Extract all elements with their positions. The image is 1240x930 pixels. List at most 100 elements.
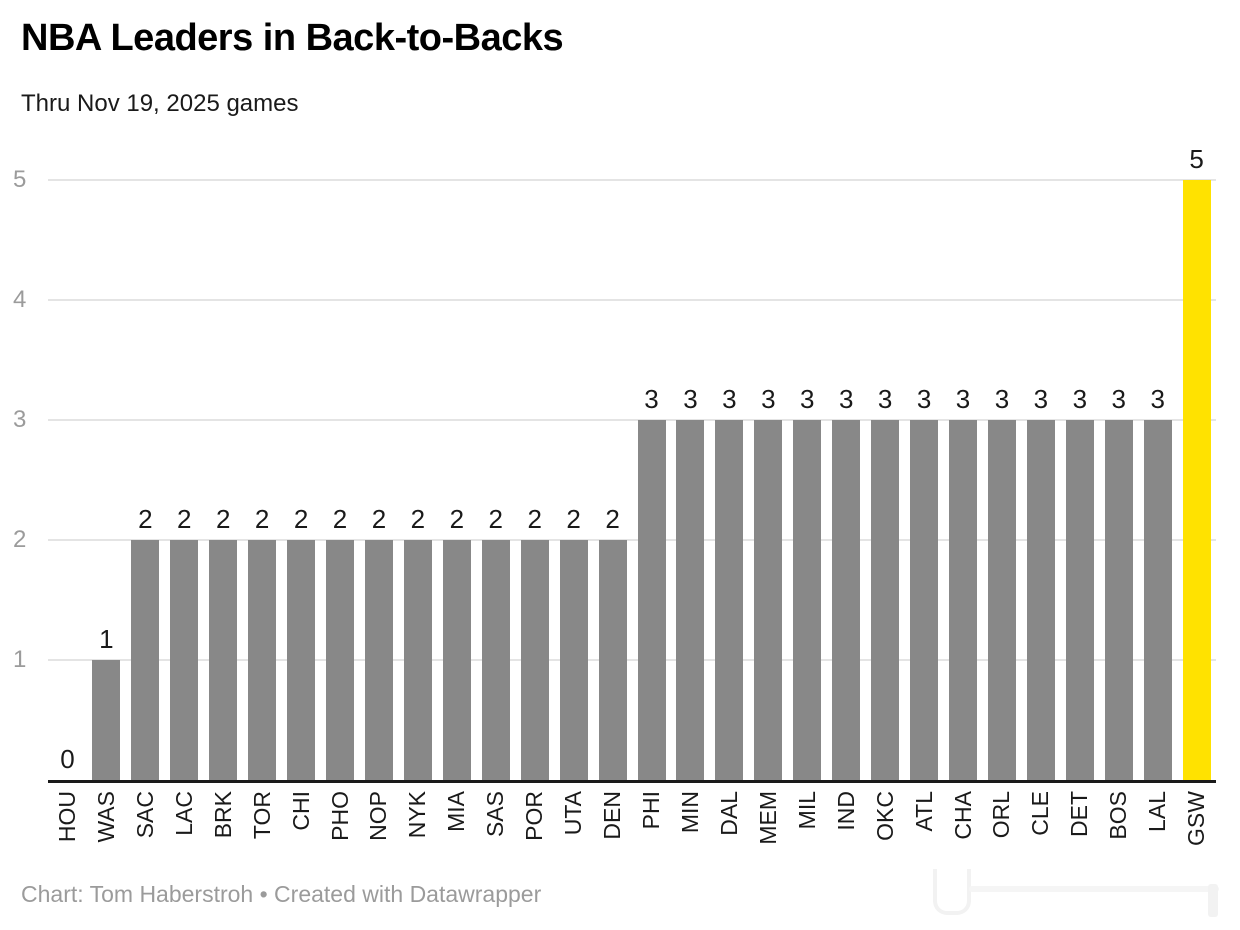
bar-was <box>92 660 121 780</box>
bar-value-label: 3 <box>1150 384 1165 414</box>
bar-value-label: 0 <box>60 744 75 774</box>
bar-slot: 1 <box>87 140 126 780</box>
x-axis-line <box>48 780 1216 783</box>
y-axis-tick-label: 5 <box>13 166 27 193</box>
bar-slot: 2 <box>554 140 593 780</box>
bar-value-label: 2 <box>566 504 581 534</box>
x-axis-label-lal: LAL <box>1144 791 1171 832</box>
bar-value-label: 2 <box>177 504 192 534</box>
bar-slot: 2 <box>204 140 243 780</box>
bar-ind <box>832 420 861 780</box>
x-axis-label-slot: MIL <box>788 791 827 829</box>
x-axis-label-lac: LAC <box>170 791 197 836</box>
x-axis-label-mil: MIL <box>793 791 820 830</box>
bar-value-label: 2 <box>449 504 465 534</box>
grid-line <box>48 419 1216 421</box>
bar-gsw <box>1182 180 1211 780</box>
x-axis-label-orl: ORL <box>988 791 1015 839</box>
bar-slot: 2 <box>282 140 321 780</box>
x-axis-label-slot: PHI <box>632 791 671 829</box>
grid-line <box>48 299 1216 301</box>
bar-slot: 5 <box>1177 140 1216 780</box>
bar-value-label: 2 <box>332 504 348 534</box>
x-axis-label-bos: BOS <box>1105 791 1132 840</box>
bar-value-label: 3 <box>838 384 854 414</box>
bar-uta <box>559 540 588 780</box>
bar-bos <box>1104 420 1133 780</box>
x-axis-label-slot: MIA <box>437 791 476 832</box>
bar-slot: 3 <box>749 140 788 780</box>
bar-slot: 3 <box>1060 140 1099 780</box>
x-axis-label-slot: DEN <box>593 791 632 840</box>
x-axis-label-cle: CLE <box>1027 791 1054 836</box>
y-axis-tick-label: 3 <box>13 406 27 433</box>
x-axis-label-was: WAS <box>92 791 119 843</box>
bar-slot: 2 <box>165 140 204 780</box>
bar-mem <box>754 420 783 780</box>
x-axis-label-pho: PHO <box>326 791 353 841</box>
bar-value-label: 3 <box>955 384 971 414</box>
bar-orl <box>987 420 1016 780</box>
bar-slot: 2 <box>437 140 476 780</box>
x-axis-label-mia: MIA <box>443 791 470 832</box>
chart-subtitle: Thru Nov 19, 2025 games <box>21 90 299 117</box>
bar-sas <box>481 540 510 780</box>
bar-cle <box>1026 420 1055 780</box>
bar-value-label: 2 <box>215 504 231 534</box>
bar-slot: 3 <box>1099 140 1138 780</box>
x-axis-label-slot: WAS <box>87 791 126 843</box>
chart-title: NBA Leaders in Back-to-Backs <box>21 17 564 59</box>
bar-slot: 2 <box>398 140 437 780</box>
x-axis-label-slot: SAS <box>476 791 515 837</box>
bar-lal <box>1143 420 1172 780</box>
x-axis-label-slot: GSW <box>1177 791 1216 846</box>
x-axis-label-cha: CHA <box>949 791 976 840</box>
bar-slot: 3 <box>788 140 827 780</box>
bar-slot: 3 <box>1138 140 1177 780</box>
x-axis-label-slot: DAL <box>710 791 749 836</box>
bar-value-label: 2 <box>138 504 153 534</box>
x-axis-label-ind: IND <box>832 791 859 831</box>
x-axis-label-slot: BRK <box>204 791 243 838</box>
x-axis-label-slot: BOS <box>1099 791 1138 840</box>
x-axis-label-chi: CHI <box>287 791 314 831</box>
bar-det <box>1065 420 1094 780</box>
grid-line <box>48 179 1216 181</box>
bar-slot: 3 <box>827 140 866 780</box>
bar-value-label: 3 <box>877 384 893 414</box>
x-axis-label-dal: DAL <box>715 791 742 836</box>
bar-dal <box>715 420 744 780</box>
bar-value-label: 2 <box>527 504 542 534</box>
bar-slot: 3 <box>905 140 944 780</box>
bar-por <box>520 540 549 780</box>
x-axis-label-gsw: GSW <box>1183 791 1210 846</box>
bar-lac <box>170 540 199 780</box>
bar-value-label: 1 <box>99 624 114 654</box>
x-axis-label-phi: PHI <box>638 791 665 830</box>
x-axis-label-slot: MIN <box>671 791 710 833</box>
bar-slot: 2 <box>476 140 515 780</box>
bar-value-label: 3 <box>1033 384 1049 414</box>
bar-value-label: 3 <box>644 384 659 414</box>
x-axis-label-slot: NOP <box>360 791 399 841</box>
bar-value-label: 3 <box>800 384 815 414</box>
bar-mil <box>793 420 822 780</box>
bar-value-label: 3 <box>1111 384 1127 414</box>
x-axis-label-slot: SAC <box>126 791 165 838</box>
bar-cha <box>949 420 978 780</box>
bar-value-label: 2 <box>254 504 270 534</box>
bar-value-label: 3 <box>761 384 776 414</box>
bar-slot: 0 <box>48 140 87 780</box>
bar-tor <box>248 540 277 780</box>
x-axis-label-slot: LAC <box>165 791 204 836</box>
bar-den <box>598 540 627 780</box>
bar-phi <box>637 420 666 780</box>
bar-value-label: 2 <box>488 504 504 534</box>
x-axis-label-sac: SAC <box>131 791 158 839</box>
x-axis-label-slot: IND <box>827 791 866 831</box>
bar-chi <box>287 540 316 780</box>
bar-slot: 3 <box>710 140 749 780</box>
bar-pho <box>326 540 355 780</box>
